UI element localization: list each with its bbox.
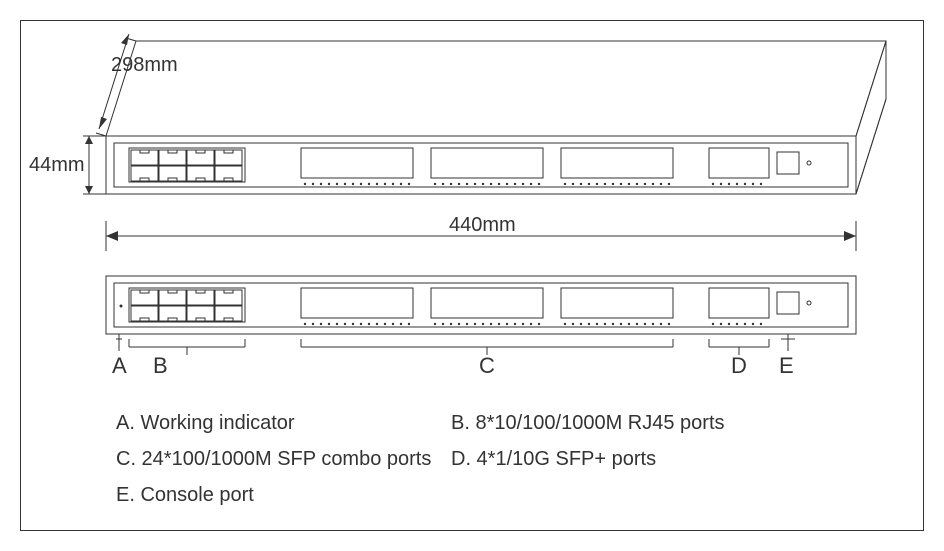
console-iso: [777, 152, 811, 174]
legend-A: A. Working indicator: [116, 412, 295, 434]
led-dots-iso: [304, 183, 762, 185]
dim-depth-label: 298mm: [111, 54, 178, 76]
rj45-block-front: [129, 288, 245, 322]
dim-height-label: 44mm: [29, 154, 85, 176]
legend-B: B. 8*10/100/1000M RJ45 ports: [451, 412, 725, 434]
console-front: [777, 292, 811, 314]
dim-width-label: 440mm: [449, 214, 516, 236]
callouts: A B C D E: [112, 334, 795, 378]
iso-view: [106, 41, 886, 194]
dim-height: 44mm: [29, 136, 106, 194]
callout-D: D: [731, 353, 747, 378]
dim-width: 440mm: [106, 214, 856, 251]
callout-B: B: [153, 353, 168, 378]
sfp-combo-iso: [301, 148, 673, 178]
callout-C: C: [479, 353, 495, 378]
sfp-combo-front: [301, 288, 673, 318]
led-dots-front: [304, 323, 762, 325]
legend-D: D. 4*1/10G SFP+ ports: [451, 448, 656, 470]
sfp-plus-front: [709, 288, 769, 318]
dim-depth: 298mm: [96, 34, 178, 136]
legend: A. Working indicator B. 8*10/100/1000M R…: [116, 412, 725, 506]
callout-A: A: [112, 353, 127, 378]
callout-E: E: [779, 353, 794, 378]
working-indicator: [120, 305, 123, 308]
front-view: [106, 276, 856, 334]
legend-C: C. 24*100/1000M SFP combo ports: [116, 448, 431, 470]
rj45-block-iso: [129, 148, 245, 182]
legend-E: E. Console port: [116, 484, 254, 506]
sfp-plus-iso: [709, 148, 769, 178]
